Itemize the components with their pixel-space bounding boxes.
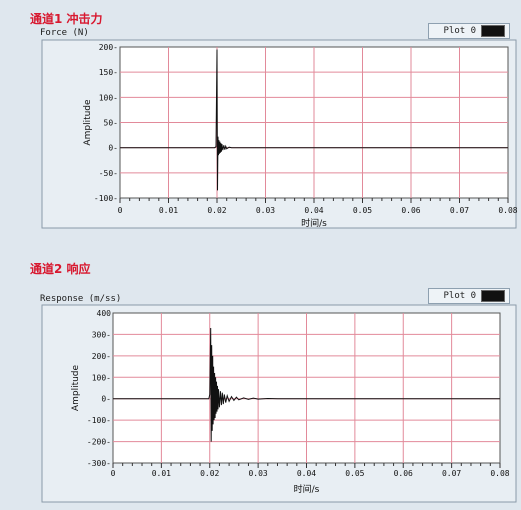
channel-1-legend-swatch [481,25,505,37]
y-tick-label: -100- [87,416,111,425]
x-tick-label: 0.03 [248,469,267,478]
y-tick-label: 0- [101,395,111,404]
y-tick-label: 100- [99,93,118,102]
channel-2-chart: 0 0.01 0.02 0.03 0.04 0.05 0.06 0.07 0.08 400 300-… [41,304,517,503]
channel-2-panel: 通道2 响应 Response (m/ss) Plot 0 0 0.01 0.02 0… [0,250,521,510]
x-tick-label: 0.08 [498,206,517,215]
series-line [113,327,500,442]
x-tick-label: 0.01 [152,469,171,478]
y-axis-title: Amplitude [83,99,93,146]
x-tick-label: 0.05 [345,469,364,478]
x-tick-label: 0.04 [304,206,323,215]
x-tick-label: 0.06 [401,206,420,215]
x-axis-title: 时间/s [301,217,327,229]
channel-1-title: 通道1 冲击力 [30,12,103,26]
x-tick-label: 0.01 [159,206,178,215]
y-tick-label: 100- [92,373,111,382]
x-tick-label: 0 [111,469,116,478]
y-tick-label: -200- [87,438,111,447]
x-tick-label: 0.02 [200,469,219,478]
channel-2-legend[interactable]: Plot 0 [428,288,510,304]
x-tick-label: 0.05 [353,206,372,215]
x-tick-label: 0.04 [297,469,316,478]
y-tick-label: 400 [97,309,112,318]
x-tick-label: 0.07 [442,469,461,478]
y-tick-label: 300- [92,330,111,339]
y-tick-label: 200- [99,43,118,52]
x-tick-label: 0.06 [394,469,413,478]
y-tick-label: -100- [94,194,118,203]
channel-1-legend[interactable]: Plot 0 [428,23,510,39]
channel-1-legend-label: Plot 0 [443,26,476,36]
x-tick-label: 0.03 [256,206,275,215]
channel-1-chart: 0 0.01 0.02 0.03 0.04 0.05 0.06 0.07 0.08 200- 150… [41,39,518,229]
channel-1-panel: 通道1 冲击力 Force (N) Plot 0 0 0.01 0.02 0.03 0.… [0,0,521,245]
y-tick-label: 50- [104,119,118,128]
series-line [120,49,508,191]
y-tick-label: 150- [99,68,118,77]
channel-2-legend-label: Plot 0 [443,291,476,301]
x-tick-label: 0.07 [450,206,469,215]
channel-2-legend-swatch [481,290,505,302]
channel-1-plot-name: Force (N) [40,28,89,38]
x-tick-label: 0 [118,206,123,215]
x-tick-label: 0.02 [207,206,226,215]
channel-2-title: 通道2 响应 [30,262,91,276]
y-tick-label: 0- [108,144,118,153]
y-tick-label: -50- [99,169,118,178]
x-axis-title: 时间/s [294,483,320,495]
channel-2-plot-name: Response (m/ss) [40,294,122,304]
y-axis-title: Amplitude [71,364,81,411]
y-tick-label: 200- [92,352,111,361]
y-tick-label: -300- [87,459,111,468]
x-tick-label: 0.08 [490,469,509,478]
